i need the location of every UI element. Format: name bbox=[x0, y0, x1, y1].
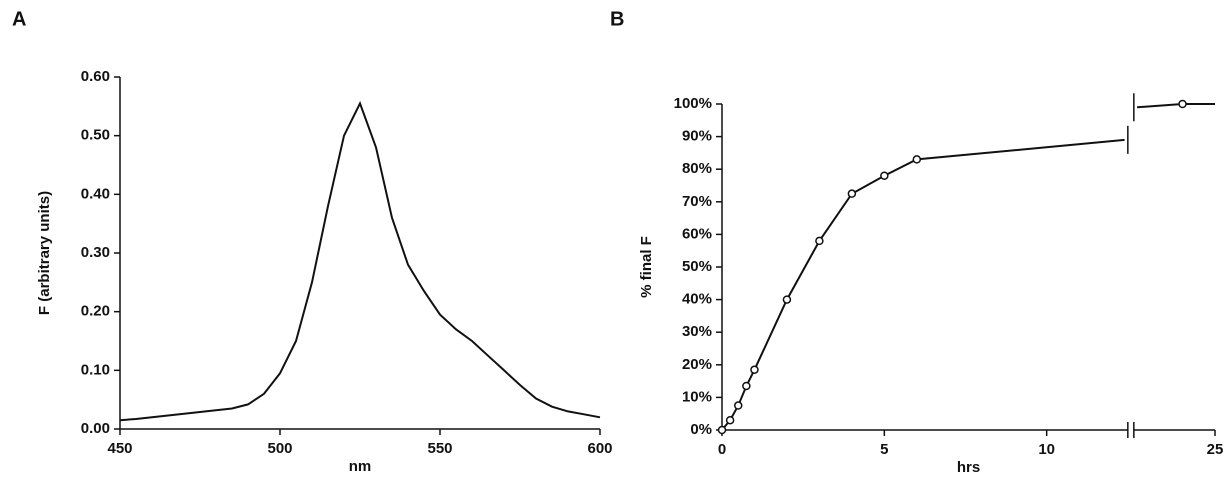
x-tick-label: 450 bbox=[107, 440, 132, 457]
panel-label: A bbox=[12, 8, 26, 30]
y-tick-label: 0.00 bbox=[81, 420, 110, 437]
data-point bbox=[880, 171, 889, 180]
x-tick-label: 25 bbox=[1207, 441, 1224, 458]
panel-label: B bbox=[610, 8, 624, 30]
data-point bbox=[847, 189, 857, 198]
x-tick-label: 550 bbox=[427, 440, 452, 457]
y-tick-label: 0% bbox=[690, 421, 712, 438]
data-point bbox=[733, 401, 743, 410]
data-point bbox=[717, 425, 727, 435]
y-tick-label: 40% bbox=[682, 291, 712, 308]
data-point bbox=[725, 415, 735, 425]
x-tick-label: 10 bbox=[1038, 441, 1055, 458]
x-tick-label: 0 bbox=[718, 441, 726, 458]
x-tick-label: 5 bbox=[880, 441, 888, 458]
y-tick-label: 30% bbox=[682, 323, 712, 340]
data-line bbox=[721, 103, 1215, 431]
x-tick-label: 500 bbox=[267, 440, 292, 457]
y-tick-label: 0.10 bbox=[81, 361, 110, 378]
y-tick-label: 0.40 bbox=[81, 185, 110, 202]
data-line bbox=[119, 100, 601, 422]
y-tick-label: 100% bbox=[674, 95, 712, 112]
x-tick-label: 600 bbox=[587, 440, 612, 457]
y-tick-label: 70% bbox=[682, 193, 712, 210]
y-tick-label: 0.60 bbox=[81, 68, 110, 85]
y-tick-label: 90% bbox=[682, 128, 712, 145]
data-point bbox=[1178, 99, 1187, 109]
x-axis-label: nm bbox=[349, 458, 372, 475]
y-tick-label: 80% bbox=[682, 160, 712, 177]
data-point bbox=[815, 236, 824, 246]
data-point bbox=[782, 295, 792, 304]
data-point bbox=[750, 365, 759, 374]
y-tick-label: 20% bbox=[682, 356, 712, 373]
data-point bbox=[742, 381, 751, 391]
x-axis-label: hrs bbox=[957, 459, 980, 476]
y-tick-label: 0.50 bbox=[81, 127, 110, 144]
y-tick-label: 10% bbox=[682, 388, 712, 405]
y-tick-label: 0.20 bbox=[81, 303, 110, 320]
y-tick-label: 60% bbox=[682, 225, 712, 242]
y-tick-label: 0.30 bbox=[81, 244, 110, 261]
data-point bbox=[912, 155, 922, 164]
y-axis-label: % final F bbox=[638, 236, 655, 298]
y-axis-label: F (arbitrary units) bbox=[36, 191, 53, 315]
y-tick-label: 50% bbox=[682, 258, 712, 275]
